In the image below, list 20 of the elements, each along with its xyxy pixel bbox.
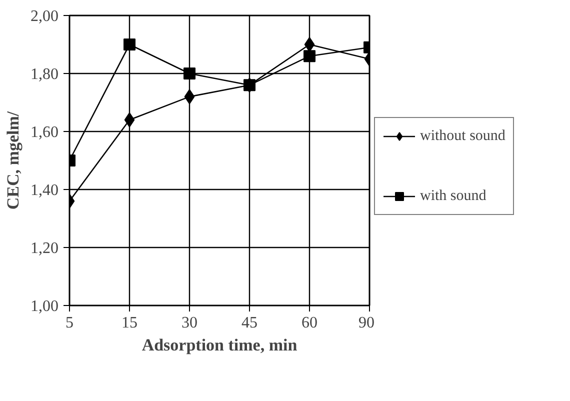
x-tick-label: 90 (358, 314, 374, 332)
y-tick-label: 2,00 (30, 8, 58, 25)
x-tick-label: 5 (66, 314, 74, 332)
y-tick-label: 1,80 (30, 66, 58, 83)
point (184, 68, 196, 80)
legend-label: without sound (420, 128, 506, 144)
x-axis-title: Adsorption time, min (142, 336, 298, 354)
x-tick-label: 45 (242, 314, 258, 332)
y-tick-label: 1,60 (30, 124, 58, 141)
x-tick-label: 15 (122, 314, 138, 332)
point (184, 89, 195, 104)
point (124, 112, 135, 128)
x-tick-label: 30 (182, 314, 198, 332)
y-tick-label: 1,40 (30, 182, 58, 199)
x-tick-label: 60 (302, 314, 318, 332)
y-tick-label: 1,00 (30, 298, 58, 315)
point (124, 38, 136, 50)
y-axis-title: CEC, mgelm/ (4, 111, 22, 210)
legend-label: with sound (420, 188, 486, 204)
y-tick-label: 1,20 (30, 240, 58, 257)
